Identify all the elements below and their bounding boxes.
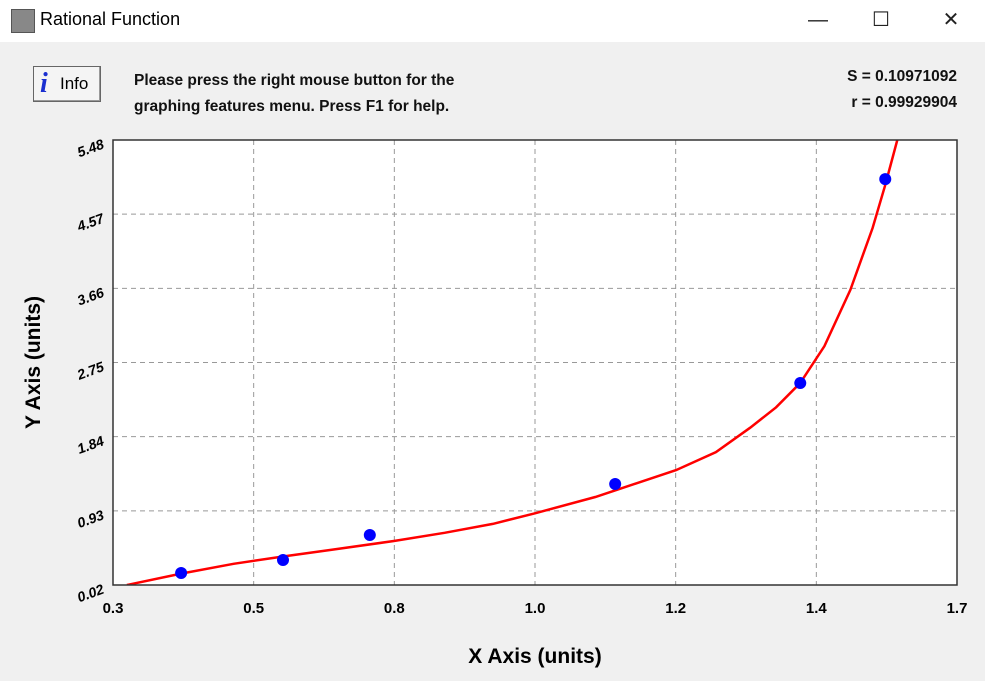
x-tick-label: 1.4 xyxy=(806,600,828,617)
window-title: Rational Function xyxy=(40,9,181,29)
app-icon xyxy=(11,9,35,33)
y-tick-label: 3.66 xyxy=(75,284,106,308)
help-message: Please press the right mouse button for … xyxy=(134,68,454,120)
data-point xyxy=(175,567,188,580)
x-axis-label: X Axis (units) xyxy=(468,645,601,668)
y-axis-label: Y Axis (units) xyxy=(22,296,45,429)
title-bar: Rational Function — ☐ ✕ xyxy=(0,0,985,42)
x-tick-label: 0.8 xyxy=(384,600,405,617)
y-tick-label: 0.02 xyxy=(75,581,106,605)
stat-s: S = 0.10971092 xyxy=(847,68,957,85)
info-button[interactable]: i Info xyxy=(33,66,101,102)
help-line-2: graphing features menu. Press F1 for hel… xyxy=(134,98,450,115)
data-point xyxy=(794,377,807,390)
minimize-button[interactable]: — xyxy=(808,9,828,31)
data-point xyxy=(277,553,290,566)
y-tick-label: 5.48 xyxy=(75,136,106,160)
y-tick-label: 4.57 xyxy=(74,210,107,235)
fit-curve xyxy=(126,140,899,585)
help-line-1: Please press the right mouse button for … xyxy=(134,72,455,89)
info-label: Info xyxy=(60,74,89,93)
x-tick-label: 1.7 xyxy=(947,600,968,617)
close-button[interactable]: ✕ xyxy=(942,9,960,31)
info-icon: i xyxy=(40,68,48,99)
y-tick-label: 2.75 xyxy=(74,358,106,383)
y-tick-label: 1.84 xyxy=(75,432,106,456)
x-tick-label: 0.3 xyxy=(103,600,124,617)
stat-r: r = 0.99929904 xyxy=(851,94,957,111)
data-point xyxy=(879,173,892,186)
data-point xyxy=(363,529,376,542)
x-tick-label: 1.0 xyxy=(525,600,546,617)
plot-border xyxy=(112,139,958,586)
data-point xyxy=(609,478,622,491)
x-tick-label: 0.5 xyxy=(243,600,264,617)
x-tick-label: 1.2 xyxy=(665,600,686,617)
y-tick-label: 0.93 xyxy=(75,507,106,531)
maximize-button[interactable]: ☐ xyxy=(872,9,890,31)
